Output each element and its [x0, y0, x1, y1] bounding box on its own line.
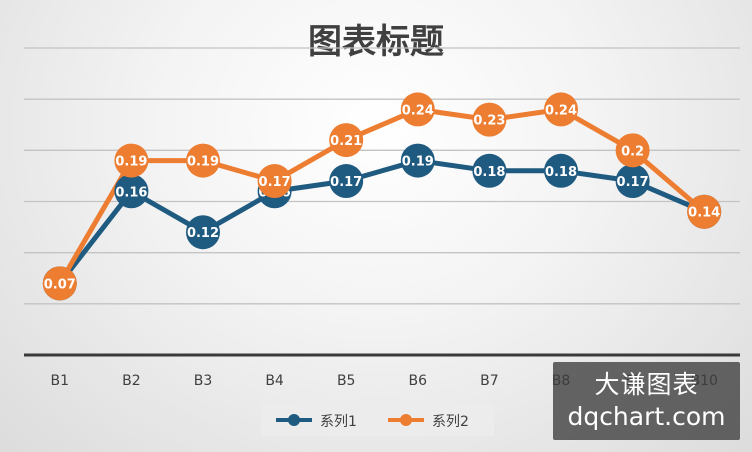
series-2-data-label: 0.19	[115, 155, 147, 170]
series-1-point	[615, 164, 650, 199]
watermark: 大谦图表 dqchart.com	[553, 362, 740, 440]
series-1-point	[472, 153, 507, 188]
series-1-point	[544, 153, 578, 188]
series-2-data-label: 0.23	[473, 114, 505, 129]
series-2-data-label: 0.21	[330, 134, 362, 149]
series-2-point	[114, 143, 149, 178]
series-2-data-label: 0.19	[187, 155, 219, 170]
x-tick-label: B6	[409, 373, 428, 389]
x-tick-label: B3	[194, 373, 213, 389]
x-tick-label: B4	[265, 373, 284, 389]
series-1-data-label: 0.18	[473, 165, 505, 180]
series-1-line	[57, 158, 706, 285]
series-1-point	[400, 143, 435, 178]
series-1-data-label: 0.17	[330, 175, 362, 190]
series-1-point	[114, 174, 149, 209]
series-1-data-label: 0.18	[545, 165, 577, 180]
x-tick-label: B2	[122, 373, 141, 389]
legend-label-1: 系列1	[320, 414, 357, 430]
series-2-point	[400, 92, 435, 127]
watermark-title: 大谦图表	[594, 370, 699, 399]
series-2-point	[329, 123, 364, 158]
series-2-point	[186, 143, 220, 178]
series-2-data-label: 0.07	[44, 277, 76, 292]
series-1-point	[186, 215, 220, 250]
series-2-data-label: 0.24	[545, 103, 577, 118]
series-2-data-label: 0.24	[402, 103, 434, 118]
series-2-point	[544, 92, 578, 127]
series-1-data-label: 0.19	[402, 155, 434, 170]
x-tick-label: B5	[337, 373, 356, 389]
legend-marker-2	[400, 414, 412, 426]
series-2-point	[472, 102, 507, 137]
chart-title: 图表标题	[308, 22, 444, 62]
x-tick-label: B7	[480, 373, 499, 389]
series-1-data-label: 0.16	[115, 185, 147, 200]
series-2-data-label: 0.17	[259, 175, 291, 190]
series-2-point	[42, 266, 77, 301]
series-2-data-label: 0.2	[621, 144, 644, 159]
series-2-point	[615, 133, 650, 168]
series-2-data-label: 0.14	[688, 206, 720, 221]
legend-label-2: 系列2	[432, 414, 469, 430]
series-1-data-label: 0.12	[187, 226, 219, 241]
watermark-url: dqchart.com	[567, 402, 726, 431]
series-2-line	[57, 106, 706, 285]
legend-box	[261, 404, 494, 436]
series-1-point	[329, 164, 364, 199]
series-2-point	[257, 164, 292, 199]
series-1-data-label: 0.17	[617, 175, 649, 190]
series-2-point	[687, 194, 722, 229]
x-tick-label: B1	[51, 373, 70, 389]
legend-marker-1	[288, 414, 300, 426]
